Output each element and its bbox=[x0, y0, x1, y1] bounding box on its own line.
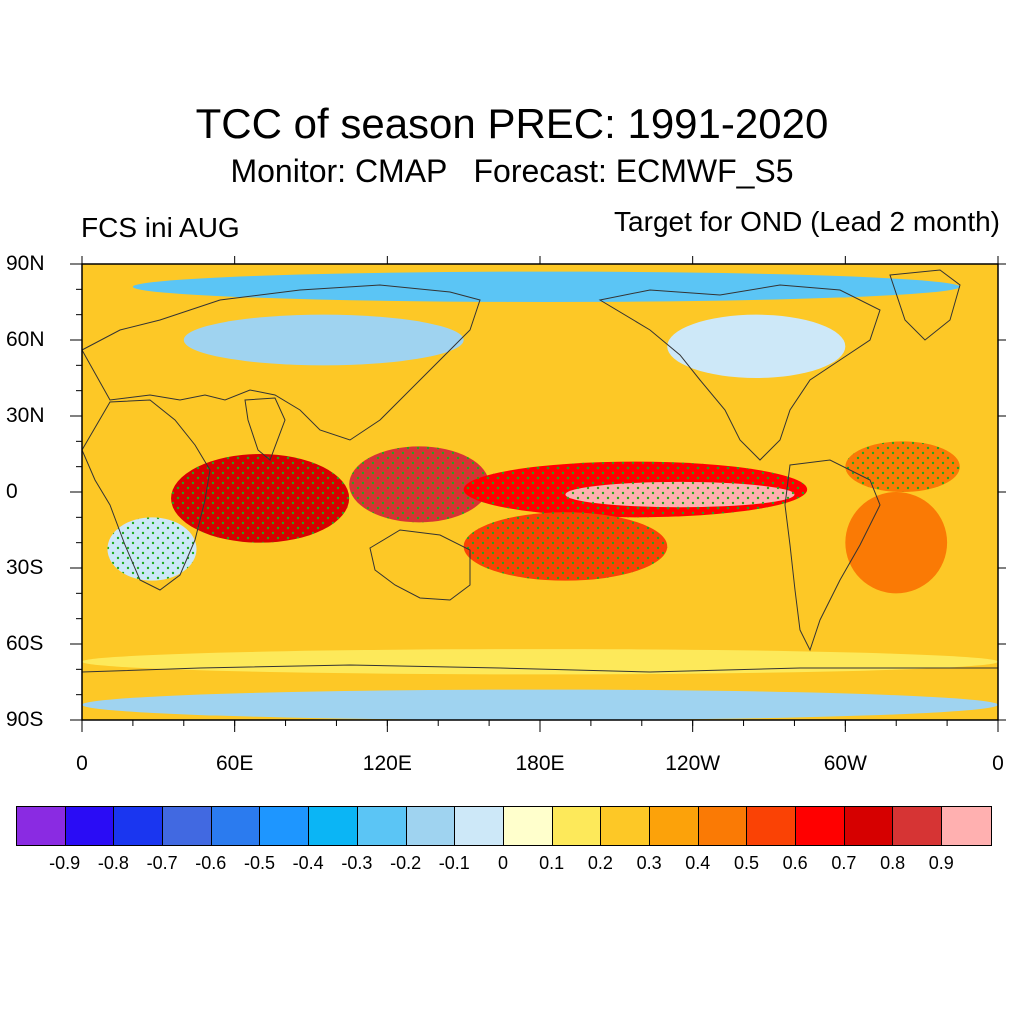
stipple-maritime-continent-high bbox=[349, 446, 490, 523]
lon-tick-label: 120W bbox=[665, 752, 721, 775]
colorbar-swatch bbox=[163, 807, 212, 845]
colorbar-tick-label: 0.3 bbox=[636, 853, 662, 873]
colorbar-tick-label: 0.7 bbox=[831, 853, 857, 873]
lat-tick-label: 30N bbox=[6, 404, 45, 427]
lon-tick-label: 60E bbox=[215, 752, 254, 775]
initialization-label: FCS ini AUG bbox=[81, 212, 240, 243]
region-eurasia-north bbox=[183, 314, 464, 366]
lat-tick-label: 90S bbox=[6, 708, 44, 731]
lon-tick-label: 180E bbox=[515, 752, 565, 775]
stipple-tropical-indian-ocean-high bbox=[171, 454, 350, 543]
colorbar-swatch bbox=[357, 807, 407, 845]
colorbar-tick-label: 0.4 bbox=[685, 853, 711, 873]
colorbar-tick-label: 0.6 bbox=[782, 853, 808, 873]
colorbar-tick-label: -0.9 bbox=[49, 853, 81, 873]
colorbar-swatch bbox=[844, 807, 894, 845]
lat-tick-label: 30S bbox=[6, 556, 44, 579]
colorbar-swatch bbox=[65, 807, 115, 845]
colorbar-swatch bbox=[649, 807, 699, 845]
axis-ticks bbox=[70, 256, 1006, 732]
stipple-equatorial-pacific-core bbox=[565, 481, 795, 508]
region-southern-ocean bbox=[82, 649, 998, 675]
coastline-australia bbox=[369, 529, 471, 601]
world-map bbox=[70, 256, 1006, 732]
coastline-north-america bbox=[598, 284, 881, 461]
colorbar-swatch bbox=[698, 807, 748, 845]
colorbar-tick-label: -0.2 bbox=[390, 853, 422, 873]
colorbar-tick-label: -0.5 bbox=[243, 853, 276, 873]
colorbar bbox=[16, 806, 992, 846]
colorbar-swatch bbox=[17, 807, 66, 845]
region-north-america bbox=[667, 314, 846, 379]
colorbar-swatch bbox=[309, 807, 358, 845]
lat-tick-label: 0 bbox=[6, 480, 18, 503]
colorbar-tick-label: -0.8 bbox=[97, 853, 129, 873]
colorbar-swatch bbox=[747, 807, 796, 845]
colorbar-tick-label: -0.3 bbox=[341, 853, 373, 873]
colorbar-tick-label: 0.8 bbox=[880, 853, 906, 873]
coastlines bbox=[82, 269, 998, 673]
colorbar-swatch bbox=[942, 807, 991, 845]
colorbar-tick-label: -0.4 bbox=[292, 853, 324, 873]
colorbar-swatch bbox=[455, 807, 504, 845]
colorbar-tick-label: 0 bbox=[497, 853, 508, 873]
colorbar-swatch bbox=[503, 807, 553, 845]
lat-tick-label: 60S bbox=[6, 632, 44, 655]
colorbar-tick-label: -0.7 bbox=[146, 853, 178, 873]
colorbar-swatch bbox=[406, 807, 456, 845]
target-label: Target for OND (Lead 2 month) bbox=[614, 206, 1000, 237]
correlation-regions bbox=[82, 271, 998, 720]
colorbar-tick-label: 0.1 bbox=[539, 853, 565, 873]
coastline-africa bbox=[82, 399, 211, 591]
lon-tick-label: 60W bbox=[823, 752, 867, 775]
colorbar-tick-label: 0.2 bbox=[587, 853, 613, 873]
coastline-eurasia bbox=[82, 284, 481, 441]
coastline-south-america bbox=[784, 459, 881, 652]
colorbar-tick-label: -0.1 bbox=[438, 853, 470, 873]
colorbar-swatch bbox=[893, 807, 943, 845]
lon-tick-label: 0 bbox=[992, 752, 1004, 775]
lon-tick-label: 0 bbox=[76, 752, 88, 775]
region-south-america-east bbox=[845, 492, 948, 594]
colorbar-swatch bbox=[796, 807, 845, 845]
stipple-south-pacific-convergence bbox=[463, 512, 668, 581]
colorbar-swatch bbox=[260, 807, 310, 845]
map-title: TCC of season PREC: 1991-2020 bbox=[195, 100, 829, 147]
region-arctic bbox=[132, 271, 960, 302]
coastline-greenland bbox=[889, 269, 961, 341]
coastline-antarctica bbox=[82, 664, 998, 673]
colorbar-swatch bbox=[211, 807, 261, 845]
region-antarctica bbox=[82, 689, 998, 720]
lon-tick-label: 120E bbox=[362, 752, 412, 775]
colorbar-swatch bbox=[552, 807, 602, 845]
colorbar-tick-label: 0.5 bbox=[733, 853, 760, 873]
stipple-north-atlantic bbox=[845, 441, 960, 492]
colorbar-tick-label: -0.6 bbox=[195, 853, 227, 873]
map-subtitle: Monitor: CMAP Forecast: ECMWF_S5 bbox=[230, 153, 794, 189]
colorbar-swatch bbox=[114, 807, 164, 845]
stipple-africa-south bbox=[107, 517, 197, 581]
coastline-india bbox=[244, 397, 286, 461]
lat-tick-label: 60N bbox=[6, 328, 45, 351]
lat-tick-label: 90N bbox=[6, 252, 45, 275]
colorbar-swatch bbox=[601, 807, 650, 845]
colorbar-tick-label: 0.9 bbox=[928, 853, 954, 873]
